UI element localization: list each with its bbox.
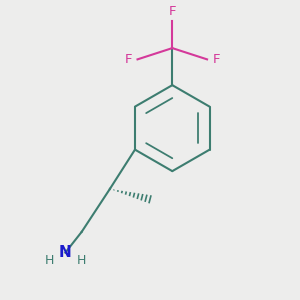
Text: F: F xyxy=(169,5,176,18)
Text: N: N xyxy=(59,245,72,260)
Text: F: F xyxy=(212,53,220,66)
Text: F: F xyxy=(125,53,132,66)
Text: H: H xyxy=(76,254,86,268)
Text: H: H xyxy=(45,254,54,268)
